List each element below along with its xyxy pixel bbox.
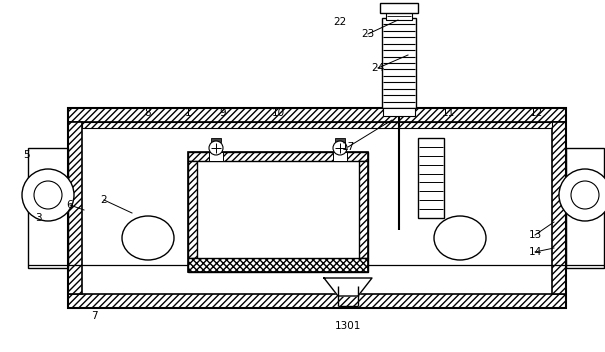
Bar	[188, 152, 368, 161]
Text: 1301: 1301	[335, 321, 361, 331]
Text: 24: 24	[371, 63, 385, 73]
Text: 10: 10	[272, 108, 284, 118]
Bar	[68, 108, 566, 122]
Ellipse shape	[122, 216, 174, 260]
Text: 23: 23	[361, 29, 374, 39]
Bar	[333, 152, 347, 161]
Bar	[188, 152, 368, 272]
Ellipse shape	[559, 169, 605, 221]
Text: 17: 17	[341, 142, 355, 152]
Ellipse shape	[209, 141, 223, 155]
Bar	[209, 152, 223, 161]
Bar	[383, 108, 415, 116]
Text: 9: 9	[220, 108, 226, 118]
Bar	[552, 122, 566, 294]
Bar	[566, 148, 604, 268]
Bar	[68, 108, 566, 308]
Text: 11: 11	[442, 108, 454, 118]
Bar	[188, 258, 368, 272]
Bar	[380, 3, 418, 13]
Text: 6: 6	[67, 200, 73, 210]
Text: 7: 7	[91, 311, 97, 321]
Ellipse shape	[434, 216, 486, 260]
Text: 5: 5	[23, 150, 29, 160]
Bar	[82, 122, 552, 294]
Text: 14: 14	[528, 247, 541, 257]
Bar	[359, 161, 368, 258]
Bar	[82, 122, 552, 128]
Text: 3: 3	[34, 213, 41, 223]
Polygon shape	[324, 278, 372, 296]
Bar	[418, 138, 444, 218]
Text: 13: 13	[528, 230, 541, 240]
Bar	[28, 148, 68, 268]
Text: 2: 2	[100, 195, 107, 205]
Text: 1: 1	[185, 108, 191, 118]
Bar	[68, 294, 566, 308]
Bar	[382, 18, 416, 108]
Bar	[211, 138, 221, 142]
Bar	[335, 138, 345, 142]
Bar	[188, 161, 197, 258]
Bar	[197, 161, 359, 258]
Text: 8: 8	[145, 108, 151, 118]
Text: 12: 12	[529, 108, 543, 118]
Ellipse shape	[333, 141, 347, 155]
Bar	[68, 122, 82, 294]
Bar	[386, 8, 412, 20]
Text: 22: 22	[333, 17, 347, 27]
Ellipse shape	[22, 169, 74, 221]
